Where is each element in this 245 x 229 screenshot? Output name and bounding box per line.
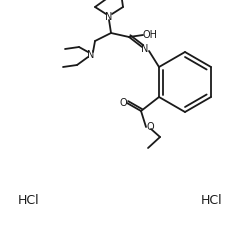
Text: O: O [146,122,154,132]
Text: N: N [141,44,149,54]
Text: HCl: HCl [18,194,40,207]
Text: HCl: HCl [200,194,222,207]
Text: N: N [105,12,113,22]
Text: OH: OH [143,30,158,40]
Text: N: N [87,50,95,60]
Text: O: O [119,98,127,108]
